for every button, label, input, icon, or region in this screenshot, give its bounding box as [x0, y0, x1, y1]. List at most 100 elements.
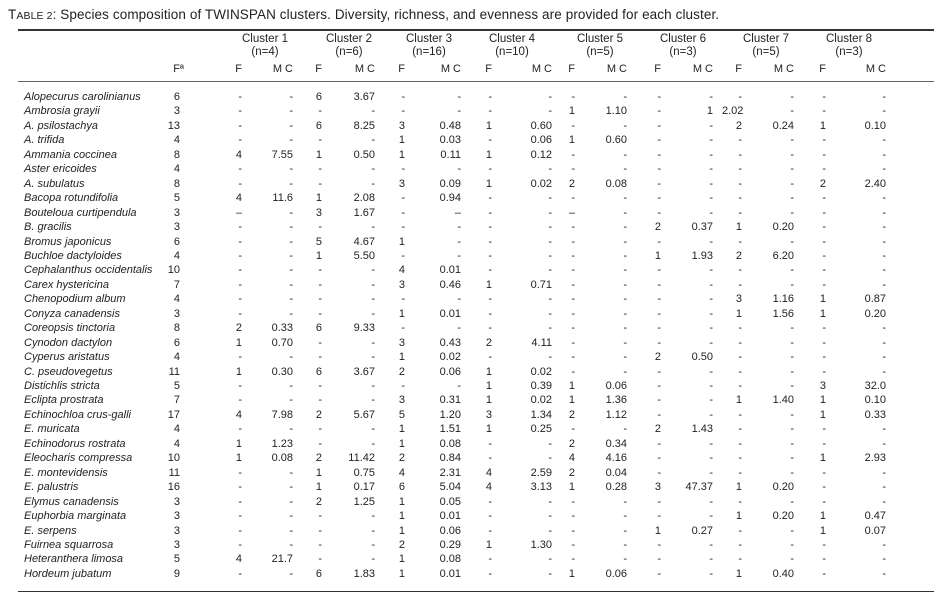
cluster-n: (n=5) — [752, 46, 780, 58]
cell-frequency: - — [488, 495, 492, 508]
cell-frequency: - — [657, 119, 661, 132]
cell-frequency: 1 — [735, 567, 742, 580]
cell-frequency: - — [238, 567, 242, 580]
cell-mean-cover: - — [289, 293, 293, 306]
cell-mean-cover: 5.50 — [353, 249, 375, 262]
cell-mean-cover: 3.67 — [353, 91, 375, 103]
cell-frequency: 2 — [568, 466, 575, 479]
cell-frequency: - — [822, 192, 826, 205]
cell-mean-cover: 1.34 — [530, 408, 552, 421]
species-name: E. montevidensis — [24, 466, 108, 479]
cell-frequency: - — [318, 524, 322, 537]
cell-frequency: 1 — [735, 394, 742, 407]
cell-mean-cover: 0.06 — [605, 380, 627, 392]
cell-frequency: - — [238, 249, 242, 262]
cell-mean-cover: - — [790, 134, 794, 147]
cell-frequency: - — [738, 134, 742, 147]
cell-frequency: - — [738, 336, 742, 349]
subheader-f: F — [235, 63, 242, 75]
cell-frequency: - — [822, 206, 826, 219]
cell-frequency: 3 — [398, 394, 405, 407]
table-row: Euphorbia marginata 3 - - - - 1 0.01 - - - - - - 1 0.20… — [0, 509, 941, 523]
cell-mean-cover: - — [289, 206, 293, 219]
cell-frequency: 1 — [235, 336, 242, 349]
cell-mean-cover: - — [882, 538, 886, 551]
cell-mean-cover: - — [623, 192, 627, 205]
cell-mean-cover: - — [289, 538, 293, 551]
caption-text: : Species composition of TWINSPAN cluste… — [52, 7, 720, 22]
cell-frequency: - — [822, 437, 826, 450]
cell-mean-cover: - — [548, 351, 552, 364]
cell-frequency: 1 — [819, 524, 826, 537]
cell-frequency: - — [738, 177, 742, 190]
cell-mean-cover: - — [882, 134, 886, 147]
cell-mean-cover: - — [371, 524, 375, 537]
cell-frequency: - — [657, 510, 661, 523]
cell-mean-cover: - — [709, 437, 713, 450]
cluster-name: Cluster 1 — [241, 33, 289, 45]
cell-mean-cover: - — [709, 495, 713, 508]
cell-mean-cover: 5.04 — [439, 481, 461, 494]
cell-mean-cover: - — [709, 466, 713, 479]
cell-mean-cover: - — [371, 105, 375, 118]
cell-frequency: - — [571, 119, 575, 132]
cell-frequency: - — [571, 249, 575, 262]
cell-frequency: - — [822, 91, 826, 103]
cell-mean-cover: - — [790, 177, 794, 190]
cell-frequency: - — [738, 553, 742, 566]
cell-frequency: - — [738, 495, 742, 508]
cell-frequency: - — [318, 278, 322, 291]
frequency-total: 17 — [167, 408, 180, 421]
cell-mean-cover: 1 — [706, 105, 713, 118]
cell-mean-cover: - — [790, 495, 794, 508]
cell-mean-cover: - — [548, 553, 552, 566]
species-name: Elymus canadensis — [24, 495, 119, 508]
cell-mean-cover: - — [289, 235, 293, 248]
cell-mean-cover: 0.20 — [864, 307, 886, 320]
cell-frequency: - — [401, 192, 405, 205]
species-name: Echinochloa crus-galli — [24, 408, 131, 421]
cell-frequency: - — [238, 264, 242, 277]
subheader-mc: M C — [865, 63, 886, 75]
cell-frequency: - — [318, 105, 322, 118]
cell-mean-cover: - — [709, 567, 713, 580]
cell-frequency: 1 — [735, 481, 742, 494]
cell-mean-cover: 0.08 — [439, 437, 461, 450]
cluster-n: (n=5) — [586, 46, 614, 58]
cell-frequency: - — [657, 322, 661, 335]
cell-mean-cover: - — [882, 221, 886, 234]
cell-mean-cover: - — [289, 380, 293, 392]
cell-mean-cover: - — [623, 293, 627, 306]
cell-mean-cover: - — [709, 394, 713, 407]
cell-mean-cover: - — [371, 134, 375, 147]
cluster-n: (n=6) — [335, 46, 363, 58]
cell-frequency: 2 — [398, 538, 405, 551]
table-row: Cephalanthus occidentalis 10 - - - - 4 0.01 - - - -… — [0, 263, 941, 277]
cell-frequency: - — [657, 293, 661, 306]
species-name: A. psilostachya — [24, 119, 98, 132]
cell-mean-cover: - — [289, 163, 293, 176]
cell-frequency: - — [238, 278, 242, 291]
cell-frequency: 1 — [819, 394, 826, 407]
cell-mean-cover: - — [289, 278, 293, 291]
cell-frequency: - — [571, 495, 575, 508]
cell-frequency: - — [318, 423, 322, 436]
cell-mean-cover: - — [371, 307, 375, 320]
frequency-total: 5 — [173, 192, 180, 205]
cell-mean-cover: 2.31 — [439, 466, 461, 479]
cell-frequency: - — [488, 322, 492, 335]
cell-mean-cover: - — [709, 322, 713, 335]
cell-mean-cover: 0.02 — [530, 365, 552, 378]
cell-mean-cover: 0.84 — [439, 452, 461, 465]
cell-mean-cover: 1.23 — [271, 437, 293, 450]
cell-frequency: - — [401, 206, 405, 219]
cell-mean-cover: - — [709, 408, 713, 421]
caption-label-rest: able 2 — [16, 10, 53, 22]
cluster-name: Cluster 3 — [405, 33, 453, 45]
cell-frequency: - — [822, 553, 826, 566]
cell-frequency: - — [318, 163, 322, 176]
cell-mean-cover: 0.40 — [772, 567, 794, 580]
cell-frequency: - — [488, 91, 492, 103]
cell-frequency: 1 — [485, 148, 492, 161]
cell-frequency: 6 — [398, 481, 405, 494]
